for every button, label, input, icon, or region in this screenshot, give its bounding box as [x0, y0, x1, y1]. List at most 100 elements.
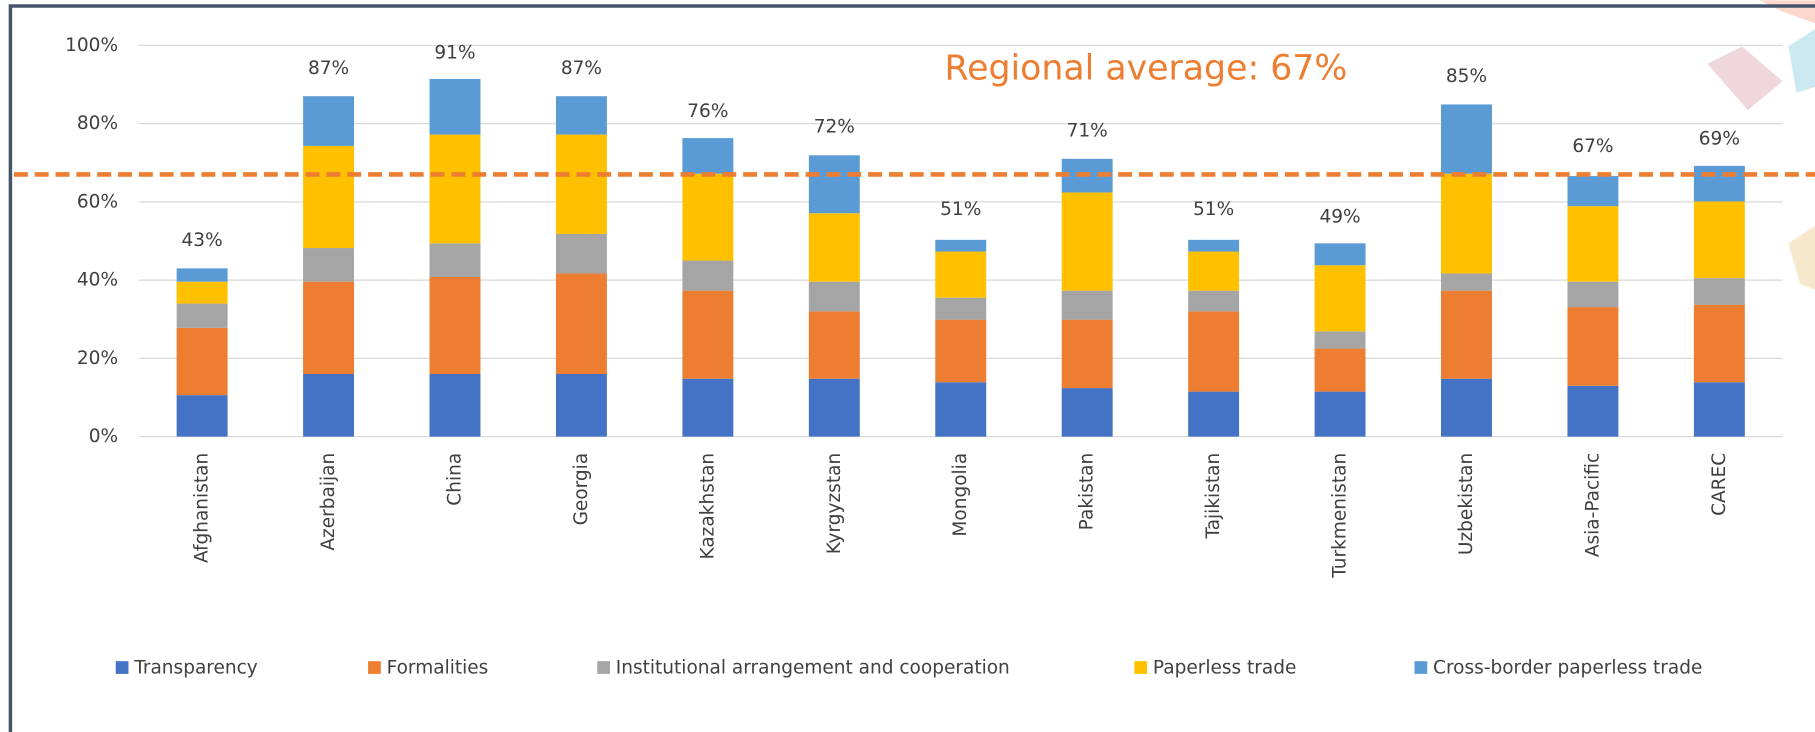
bar-segment	[176, 281, 228, 304]
bar-segment	[303, 145, 355, 249]
bar-segment	[682, 290, 734, 379]
legend-swatch	[115, 661, 129, 674]
bar-segment	[555, 233, 607, 274]
bar-segment	[1693, 165, 1745, 202]
bar-segment	[555, 374, 607, 437]
legend-swatch	[1134, 661, 1148, 674]
bar-segment	[1693, 278, 1745, 305]
total-label: 76%	[687, 101, 728, 122]
bar-segment	[682, 260, 734, 291]
reference-label: Regional average: 67%	[945, 49, 1348, 89]
y-tick-label: 20%	[77, 348, 118, 369]
bar-segment	[808, 378, 860, 437]
frame	[8, 4, 1815, 732]
bar-segment	[429, 79, 481, 135]
bar-segment	[303, 374, 355, 437]
x-tick-label: Georgia	[571, 453, 592, 526]
bar-segment	[303, 96, 355, 146]
total-label: 67%	[1572, 136, 1613, 157]
bar-segment	[429, 134, 481, 244]
bar-segment	[1314, 391, 1366, 437]
bar-segment	[555, 96, 607, 135]
bar-segment	[808, 155, 860, 214]
total-label: 87%	[308, 58, 349, 79]
decoration	[1707, 0, 1815, 290]
bar-segment	[808, 213, 860, 282]
bar-segment	[1314, 348, 1366, 392]
bar-segment	[1061, 192, 1113, 291]
bar-segment	[429, 374, 481, 437]
legend-swatch	[368, 661, 381, 674]
bar-segment	[1441, 173, 1492, 274]
bar-segment	[1441, 104, 1492, 174]
bar-segment	[682, 378, 734, 437]
x-tick-label: Tajikistan	[1203, 453, 1224, 540]
bar-segment	[935, 251, 987, 298]
bar-segment	[1441, 273, 1492, 291]
bar-segment	[303, 248, 355, 282]
total-label: 69%	[1699, 128, 1740, 149]
bar-segment	[1061, 388, 1113, 437]
total-label: 43%	[182, 230, 223, 251]
bar-segment	[1188, 251, 1240, 291]
bar-segment	[1693, 382, 1745, 437]
bar-segment	[1441, 378, 1492, 437]
x-tick-label: Mongolia	[950, 453, 971, 537]
bar-segment	[1314, 331, 1366, 349]
x-tick-label: CAREC	[1709, 453, 1730, 516]
bar-segment	[808, 311, 860, 379]
bar-segment	[1188, 391, 1240, 437]
bar-segment	[429, 276, 481, 375]
bar-segment	[1314, 265, 1366, 332]
bar-segment	[1693, 201, 1745, 279]
total-label: 49%	[1319, 207, 1360, 228]
bar-segment	[1441, 290, 1492, 379]
bar-segment	[935, 239, 987, 252]
bar-segment	[176, 327, 228, 396]
legend-label: Formalities	[387, 658, 489, 679]
bar-segment	[1188, 239, 1240, 252]
y-tick-label: 40%	[77, 270, 118, 291]
bar-segment	[1567, 206, 1619, 282]
total-label: 51%	[1193, 199, 1234, 220]
bar-segment	[1061, 319, 1113, 389]
y-tick-label: 0%	[89, 426, 118, 447]
total-label: 71%	[1067, 121, 1108, 142]
legend-label: Transparency	[133, 658, 258, 679]
y-tick-label: 60%	[77, 191, 118, 212]
bar-segment	[1314, 243, 1366, 266]
legend-label: Institutional arrangement and cooperatio…	[616, 658, 1010, 679]
bar-segment	[682, 138, 734, 174]
bar-segment	[1567, 307, 1619, 386]
bar-segment	[682, 173, 734, 261]
total-label: 87%	[561, 58, 602, 79]
bar-segment	[1567, 281, 1619, 308]
x-tick-label: Turkmenistan	[1330, 453, 1351, 579]
x-tick-label: Uzbekistan	[1456, 453, 1477, 555]
y-tick-label: 100%	[65, 35, 118, 56]
bar-segment	[429, 243, 481, 277]
bar-segment	[935, 382, 987, 437]
bar-segment	[1188, 290, 1240, 312]
bar-segment	[176, 303, 228, 328]
x-tick-label: Pakistan	[1077, 453, 1098, 531]
bar-segment	[555, 134, 607, 234]
bar-segment	[935, 297, 987, 320]
x-tick-label: Afghanistan	[192, 453, 213, 563]
x-tick-label: China	[444, 453, 465, 506]
bar-segment	[935, 319, 987, 383]
bar-segment	[1693, 304, 1745, 383]
total-label: 85%	[1446, 66, 1487, 87]
bar-segment	[1567, 176, 1619, 207]
total-label: 72%	[814, 117, 855, 138]
y-tick-label: 80%	[77, 113, 118, 134]
bar-segment	[1188, 311, 1240, 392]
bar-segment	[1061, 290, 1113, 320]
bar-segment	[808, 281, 860, 312]
legend-label: Cross-border paperless trade	[1433, 658, 1702, 679]
x-tick-label: Asia-Pacific	[1582, 453, 1603, 557]
bar-segment	[176, 268, 228, 282]
legend-swatch	[1414, 661, 1428, 674]
legend-swatch	[597, 661, 611, 674]
